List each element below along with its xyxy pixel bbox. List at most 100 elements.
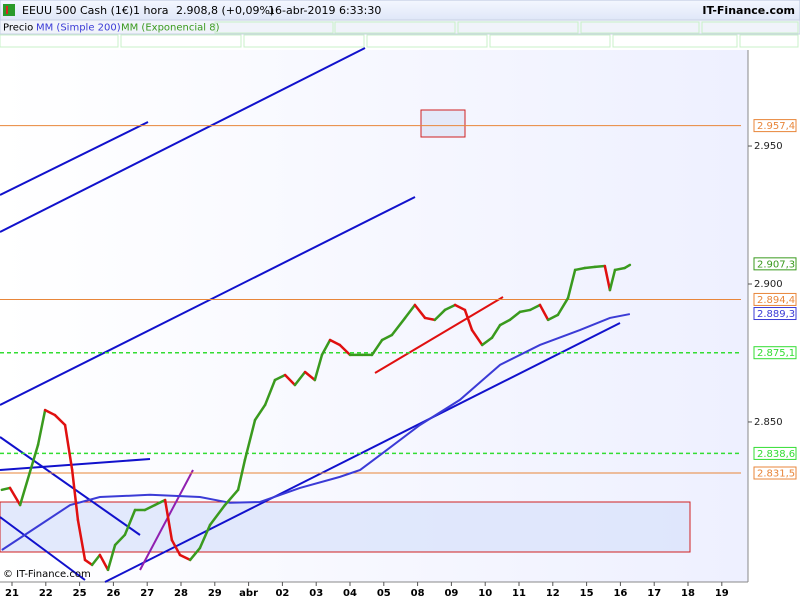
zone-box — [420, 109, 466, 138]
ema-segment — [106, 543, 117, 572]
x-tick-label: 29 — [208, 588, 222, 599]
x-tick-label: 25 — [73, 588, 87, 599]
ema-segment — [163, 498, 174, 542]
price-tag — [753, 307, 797, 321]
instrument: EEUU 500 Cash (1€) — [22, 4, 133, 17]
ema-segment — [236, 458, 247, 492]
ema-segment — [423, 316, 437, 322]
ema-segment — [53, 413, 67, 427]
legend-entry: MM (Exponencial 8) — [121, 23, 220, 34]
copyright: © IT-Finance.com — [3, 569, 91, 580]
ema-segment — [490, 323, 502, 340]
x-tick-label: 26 — [106, 588, 120, 599]
ema-segment — [413, 303, 427, 320]
ema-segment — [573, 266, 587, 272]
ema-segment — [370, 338, 384, 357]
ema-segment — [253, 403, 267, 422]
ema-segment — [443, 303, 457, 312]
ema-segment — [508, 310, 522, 322]
ema-segment — [546, 313, 560, 322]
ema-segment — [566, 268, 577, 300]
faded-legend-boxes — [0, 21, 799, 48]
x-tick-label: 04 — [343, 588, 357, 599]
ema-segment — [470, 328, 484, 347]
ema-segment — [623, 263, 632, 270]
ema-segment — [83, 558, 94, 567]
ema-segment — [556, 296, 570, 317]
ema-segment — [613, 266, 627, 272]
x-tick-label: 22 — [39, 588, 53, 599]
ema-segment — [36, 408, 47, 447]
ema-segment — [303, 370, 317, 382]
price-tag — [753, 346, 797, 360]
ema-segment — [153, 498, 167, 507]
price-tag-label: 2.889,3 — [757, 309, 795, 320]
ema-segment — [583, 265, 597, 270]
price-tag-label: 2.894,4 — [757, 295, 795, 306]
ema-segment — [293, 370, 307, 387]
ema-segment — [328, 338, 342, 347]
y-tick-label: 2.900 — [754, 279, 783, 290]
x-tick-label: 17 — [647, 588, 661, 599]
ema-segment — [143, 503, 157, 512]
price-tag-label: 2.831,5 — [757, 469, 795, 480]
price-tag — [753, 446, 797, 460]
legend-entry: MM (Simple 200) — [36, 23, 121, 34]
x-tick-label: 21 — [5, 588, 19, 599]
ema-segment — [223, 488, 240, 507]
last-price: 2.908,8 (+0,09%) — [176, 4, 274, 17]
app-icon — [3, 4, 15, 16]
ema-segment — [178, 553, 192, 562]
x-tick-label: 27 — [140, 588, 154, 599]
ema-segment — [0, 486, 12, 492]
ema-segment — [273, 373, 287, 382]
ema-segment — [453, 303, 467, 312]
x-tick-label: 19 — [715, 588, 729, 599]
site: IT-Finance.com — [702, 4, 795, 17]
sma-line — [1, 313, 631, 551]
app-icon-bar — [6, 6, 8, 14]
price-tag-label: 2.957,4 — [757, 121, 795, 132]
x-tick-label: 18 — [681, 588, 695, 599]
ema-segment — [263, 378, 277, 407]
x-tick-label: 05 — [377, 588, 391, 599]
datetime: 16-abr-2019 6:33:30 — [268, 4, 381, 17]
ema-segment — [498, 318, 512, 327]
ema-segment — [8, 486, 22, 507]
price-tag — [753, 292, 797, 306]
ema-segment — [188, 546, 202, 562]
y-tick-label: 2.950 — [754, 141, 783, 152]
x-tick-label: abr — [239, 588, 258, 599]
ema-segment — [463, 308, 474, 332]
y-tick-label: 2.850 — [754, 417, 783, 428]
x-tick-label: 28 — [174, 588, 188, 599]
ema-segment — [338, 343, 352, 357]
price-legend: Precio — [3, 23, 33, 34]
ema-segment — [198, 523, 212, 550]
ema-segment — [70, 468, 80, 522]
ema-segment — [313, 353, 324, 382]
ema-segment — [63, 423, 74, 472]
legend-bar — [0, 19, 800, 35]
price-tag — [753, 119, 797, 133]
x-tick-label: 08 — [411, 588, 425, 599]
ema-segment — [380, 333, 394, 342]
price-tag-label: 2.875,1 — [757, 348, 795, 359]
ema-segment — [390, 316, 407, 337]
ema-segment — [593, 264, 607, 269]
price-tag-label: 2.907,3 — [757, 259, 795, 270]
price-tag — [753, 257, 797, 271]
x-tick-label: 09 — [444, 588, 458, 599]
ema-segment — [43, 408, 57, 417]
price-tag — [753, 466, 797, 480]
ema-segment — [170, 538, 182, 557]
x-tick-label: 10 — [478, 588, 492, 599]
ema-segment — [283, 373, 297, 387]
ema-segment — [76, 518, 87, 562]
ema-segment — [113, 533, 127, 547]
x-tick-label: 12 — [546, 588, 560, 599]
trend-line — [374, 296, 504, 374]
ema-segment — [518, 308, 532, 314]
ema-segment — [208, 503, 227, 527]
ema-segment — [90, 553, 102, 567]
